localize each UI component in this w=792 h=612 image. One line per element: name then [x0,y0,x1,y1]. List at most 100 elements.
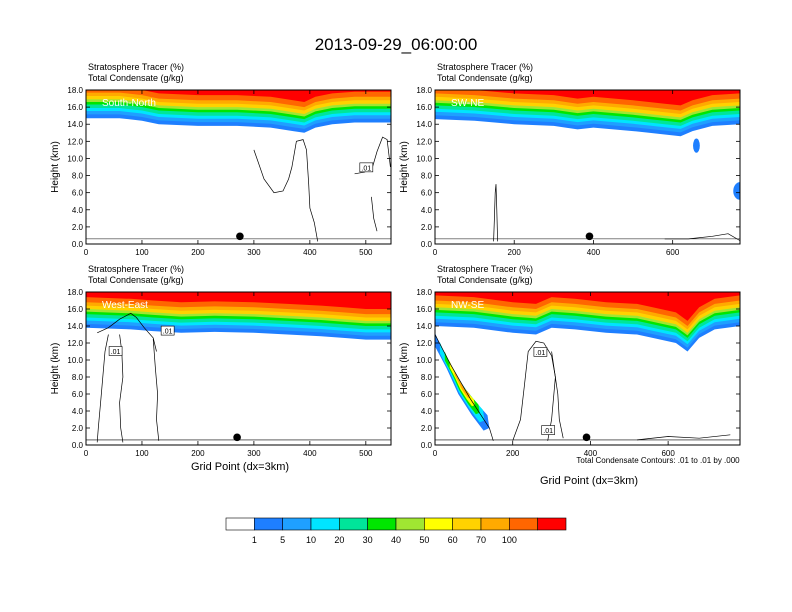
contour-label-text: .01 [536,350,546,357]
y-tick-label: 4.0 [72,407,84,416]
y-tick-label: 8.0 [72,172,84,181]
x-axis-label-left: Grid Point (dx=3km) [191,461,289,473]
colorbar-label: 30 [363,535,373,545]
x-tick-label: 0 [84,449,89,458]
panel-frame [434,89,741,245]
condensate-contour [371,196,378,232]
tracer-blob [693,138,700,153]
condensate-contour [96,334,109,443]
colorbar-swatch [537,517,567,531]
location-marker [585,232,594,241]
contour-label: .01 [108,346,123,356]
condensate-contour [253,139,319,242]
y-tick-label: 8.0 [72,373,84,382]
condensate-contour [636,434,731,441]
y-tick-label: 2.0 [421,424,433,433]
y-tick-label: 2.0 [72,424,84,433]
colorbar-label: 60 [448,535,458,545]
y-tick-label: 16.0 [416,305,432,314]
panel-header-condensate: Total Condensate (g/kg) [88,73,184,83]
colorbar-swatch [395,517,425,531]
colorbar-label: 50 [419,535,429,545]
y-tick-label: 10.0 [416,154,432,163]
colorbar-label: 1 [252,535,257,545]
panel-header-condensate: Total Condensate (g/kg) [437,73,533,83]
contour-label-text: .01 [543,428,553,435]
panel-header-tracer: Stratosphere Tracer (%) [88,264,184,274]
y-tick-label: 16.0 [416,103,432,112]
colorbar-label: 70 [476,535,486,545]
x-axis-label-right: Grid Point (dx=3km) [540,475,638,487]
y-tick-label: 8.0 [421,172,433,181]
plot-area: .01 .01 [435,292,740,445]
plot-area [435,90,740,244]
contour-label-text: .01 [111,349,121,356]
y-tick-label: 6.0 [72,189,84,198]
x-tick-label: 500 [359,248,373,257]
x-tick-label: 300 [247,248,261,257]
x-tick-label: 0 [433,248,438,257]
y-tick-label: 0.0 [421,240,433,249]
panel-nw-se: Stratosphere Tracer (%)Total Condensate … [399,264,741,458]
condensate-contour [435,334,494,441]
condensate-contour [152,338,160,441]
panel-header-tracer: Stratosphere Tracer (%) [437,264,533,274]
x-tick-label: 500 [359,449,373,458]
colorbar: 1 5 10 20 30 40 50 60 70 100 [225,517,567,545]
panel-name: South-North [102,98,156,109]
colorbar-swatch [509,517,538,531]
colorbar-swatch [480,517,510,531]
location-marker [236,232,244,241]
x-tick-label: 400 [303,248,317,257]
panel-header-condensate: Total Condensate (g/kg) [437,275,533,285]
tracer-blob [733,182,740,200]
plot-area: .01 [86,90,391,244]
colorbar-label: 20 [334,535,344,545]
tracer-band-9 [435,292,740,321]
y-tick-label: 0.0 [421,441,433,450]
y-tick-label: 0.0 [72,240,84,249]
x-tick-label: 100 [135,449,149,458]
y-tick-label: 10.0 [416,356,432,365]
colorbar-swatch [310,517,340,531]
y-tick-label: 6.0 [421,189,433,198]
panel-header-tracer: Stratosphere Tracer (%) [88,62,184,72]
colorbar-swatch [339,517,368,531]
panel-west-east: Stratosphere Tracer (%)Total Condensate … [50,264,392,458]
tracer-band-9 [86,90,391,102]
contour-label-text: .01 [361,165,371,172]
x-tick-label: 200 [508,248,522,257]
contour-label: .01 [359,162,374,172]
condensate-contour [512,340,556,441]
contour-label-text: .01 [163,329,173,336]
panel-name: NW-SE [451,300,484,311]
x-tick-label: 100 [135,248,149,257]
y-tick-label: 10.0 [67,356,83,365]
colorbar-label: 10 [306,535,316,545]
y-tick-label: 0.0 [72,441,84,450]
y-tick-label: 12.0 [67,339,83,348]
y-tick-label: 12.0 [416,339,432,348]
contour-label: .01 [533,347,548,357]
x-tick-label: 600 [661,449,675,458]
colorbar-label: 100 [502,535,517,545]
x-tick-label: 400 [303,449,317,458]
panel-south-north: Stratosphere Tracer (%)Total Condensate … [50,62,392,257]
y-tick-label: 12.0 [416,137,432,146]
x-tick-label: 300 [247,449,261,458]
y-tick-label: 4.0 [72,206,84,215]
y-tick-label: 14.0 [67,322,83,331]
x-tick-label: 400 [584,449,598,458]
y-tick-label: 18.0 [416,288,432,297]
colorbar-swatch [452,517,482,531]
panel-name: West-East [102,300,148,311]
y-tick-label: 8.0 [421,373,433,382]
location-marker [233,433,241,442]
y-tick-label: 14.0 [416,120,432,129]
y-axis-label: Height (km) [399,343,410,395]
plot-area: .01 .01 [86,292,391,445]
y-tick-label: 18.0 [416,86,432,95]
colorbar-swatch [424,517,453,531]
colorbar-swatch [254,517,283,531]
tracer-band-9 [435,90,740,106]
